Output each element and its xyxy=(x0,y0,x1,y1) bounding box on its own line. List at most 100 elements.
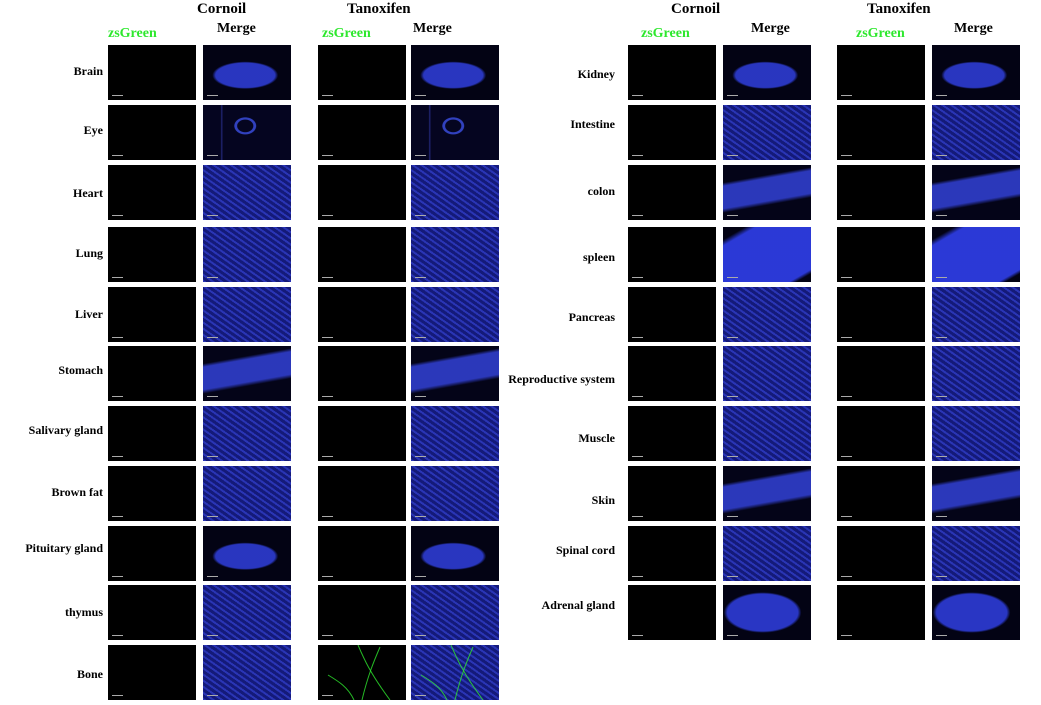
scale-bar xyxy=(322,95,333,96)
group2-cornoil-title: Cornoil xyxy=(671,1,721,17)
group2-cornoil-merge-label: Merge xyxy=(751,21,790,36)
scale-bar xyxy=(415,516,426,517)
scale-bar xyxy=(727,277,738,278)
scale-bar xyxy=(322,635,333,636)
tissue-label-spleen: spleen xyxy=(582,250,615,264)
brain-tanoxifen-merge-panel xyxy=(411,45,499,100)
scale-bar xyxy=(727,576,738,577)
scale-bar xyxy=(415,396,426,397)
pituitary-gland-cornoil-zsgreen-panel xyxy=(108,526,196,581)
scale-bar xyxy=(112,215,123,216)
scale-bar xyxy=(415,337,426,338)
scale-bar xyxy=(727,215,738,216)
eye-tanoxifen-zsgreen-panel xyxy=(318,105,406,160)
tissue-label-kidney: Kidney xyxy=(577,67,615,81)
scale-bar xyxy=(207,456,218,457)
stomach-tanoxifen-merge-panel xyxy=(411,346,499,401)
scale-bar xyxy=(841,95,852,96)
scale-bar xyxy=(727,155,738,156)
muscle-cornoil-zsgreen-panel xyxy=(628,406,716,461)
lung-tanoxifen-merge-panel xyxy=(411,227,499,282)
scale-bar xyxy=(841,456,852,457)
muscle-cornoil-merge-panel xyxy=(723,406,811,461)
pituitary-gland-tanoxifen-merge-panel xyxy=(411,526,499,581)
group1-tanoxifen-title: Tanoxifen xyxy=(347,1,411,17)
scale-bar xyxy=(632,277,643,278)
reproductive-system-tanoxifen-merge-panel xyxy=(932,346,1020,401)
scale-bar xyxy=(207,277,218,278)
skin-tanoxifen-zsgreen-panel xyxy=(837,466,925,521)
pancreas-cornoil-zsgreen-panel xyxy=(628,287,716,342)
thymus-cornoil-merge-panel xyxy=(203,585,291,640)
adrenal-gland-tanoxifen-merge-panel xyxy=(932,585,1020,640)
tissue-label-adrenal-gland: Adrenal gland xyxy=(541,598,615,612)
spleen-tanoxifen-merge-panel xyxy=(932,227,1020,282)
salivary-gland-tanoxifen-merge-panel xyxy=(411,406,499,461)
skin-cornoil-merge-panel xyxy=(723,466,811,521)
scale-bar xyxy=(112,516,123,517)
colon-cornoil-merge-panel xyxy=(723,165,811,220)
scale-bar xyxy=(841,635,852,636)
scale-bar xyxy=(936,516,947,517)
scale-bar xyxy=(841,215,852,216)
colon-cornoil-zsgreen-panel xyxy=(628,165,716,220)
group1-tanoxifen-channel-label: zsGreen xyxy=(322,26,371,41)
muscle-tanoxifen-zsgreen-panel xyxy=(837,406,925,461)
tissue-label-heart: Heart xyxy=(73,186,103,200)
eye-tanoxifen-merge-panel xyxy=(411,105,499,160)
spinal-cord-tanoxifen-merge-panel xyxy=(932,526,1020,581)
group2-tanoxifen-merge-label: Merge xyxy=(954,21,993,36)
scale-bar xyxy=(415,95,426,96)
tissue-label-brain: Brain xyxy=(73,64,103,78)
brain-cornoil-merge-panel xyxy=(203,45,291,100)
scale-bar xyxy=(841,396,852,397)
intestine-cornoil-merge-panel xyxy=(723,105,811,160)
salivary-gland-cornoil-zsgreen-panel xyxy=(108,406,196,461)
stomach-cornoil-merge-panel xyxy=(203,346,291,401)
group2-tanoxifen-channel-label: zsGreen xyxy=(856,26,905,41)
pituitary-gland-cornoil-merge-panel xyxy=(203,526,291,581)
scale-bar xyxy=(632,337,643,338)
scale-bar xyxy=(936,155,947,156)
lung-cornoil-zsgreen-panel xyxy=(108,227,196,282)
scale-bar xyxy=(207,155,218,156)
pituitary-gland-tanoxifen-zsgreen-panel xyxy=(318,526,406,581)
tissue-label-stomach: Stomach xyxy=(58,363,103,377)
scale-bar xyxy=(112,396,123,397)
reproductive-system-tanoxifen-zsgreen-panel xyxy=(837,346,925,401)
group2-tanoxifen-title: Tanoxifen xyxy=(867,1,931,17)
skin-tanoxifen-merge-panel xyxy=(932,466,1020,521)
scale-bar xyxy=(936,635,947,636)
scale-bar xyxy=(841,516,852,517)
pancreas-tanoxifen-zsgreen-panel xyxy=(837,287,925,342)
salivary-gland-cornoil-merge-panel xyxy=(203,406,291,461)
tissue-label-pituitary-gland: Pituitary gland xyxy=(25,541,103,555)
tissue-label-muscle: Muscle xyxy=(578,431,615,445)
scale-bar xyxy=(322,337,333,338)
scale-bar xyxy=(841,155,852,156)
scale-bar xyxy=(112,155,123,156)
group1-tanoxifen-merge-label: Merge xyxy=(413,21,452,36)
scale-bar xyxy=(936,215,947,216)
brown-fat-tanoxifen-zsgreen-panel xyxy=(318,466,406,521)
adrenal-gland-tanoxifen-zsgreen-panel xyxy=(837,585,925,640)
scale-bar xyxy=(112,695,123,696)
colon-tanoxifen-merge-panel xyxy=(932,165,1020,220)
spinal-cord-cornoil-merge-panel xyxy=(723,526,811,581)
tissue-label-brown-fat: Brown fat xyxy=(51,485,103,499)
scale-bar xyxy=(632,95,643,96)
tissue-label-salivary-gland: Salivary gland xyxy=(28,423,103,437)
tissue-label-pancreas: Pancreas xyxy=(568,310,615,324)
scale-bar xyxy=(727,516,738,517)
scale-bar xyxy=(727,396,738,397)
stomach-cornoil-zsgreen-panel xyxy=(108,346,196,401)
skin-cornoil-zsgreen-panel xyxy=(628,466,716,521)
pancreas-tanoxifen-merge-panel xyxy=(932,287,1020,342)
scale-bar xyxy=(207,516,218,517)
tissue-label-skin: Skin xyxy=(591,493,615,507)
scale-bar xyxy=(112,635,123,636)
tissue-label-bone: Bone xyxy=(76,667,103,681)
group1-cornoil-channel-label: zsGreen xyxy=(108,26,157,41)
scale-bar xyxy=(841,337,852,338)
scale-bar xyxy=(841,576,852,577)
